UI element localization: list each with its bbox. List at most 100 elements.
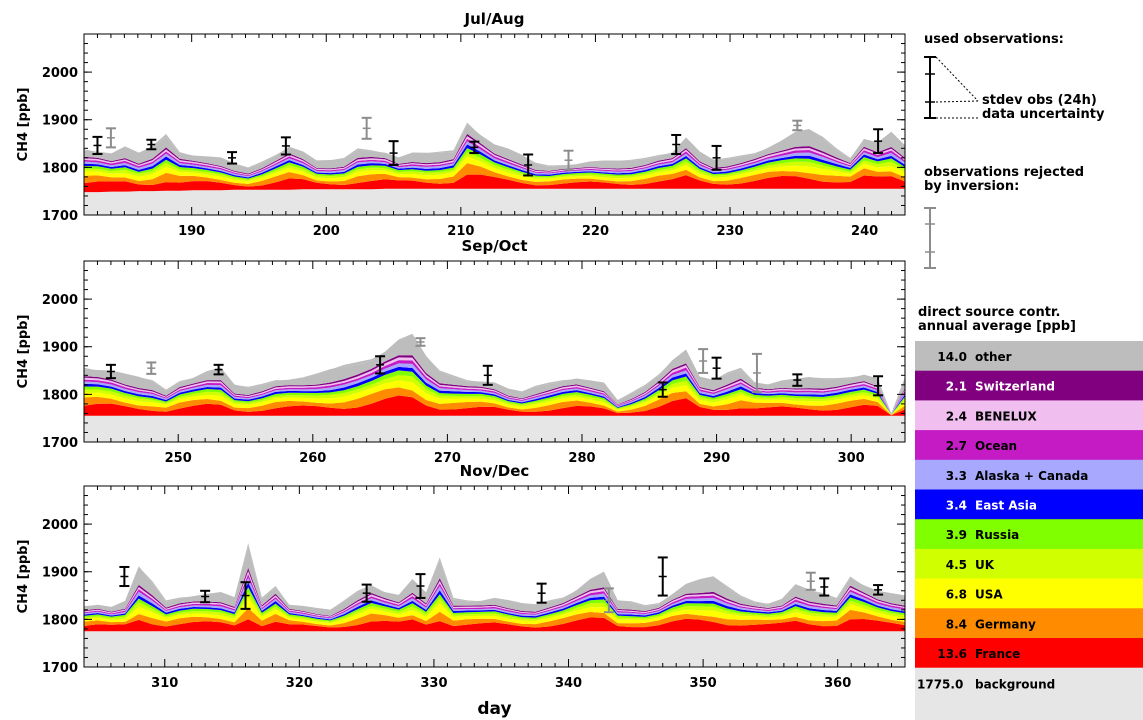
x-tick-label: 340 bbox=[555, 676, 582, 691]
x-tick-label: 200 bbox=[313, 224, 340, 239]
legend-row-name: Ocean bbox=[975, 439, 1017, 453]
legend-rejected-errorbar-sample bbox=[924, 207, 936, 269]
panel-title: Jul/Aug bbox=[464, 10, 525, 28]
obs-used-1 bbox=[200, 589, 211, 604]
legend: used observations: stdev obs (24h) data … bbox=[915, 32, 1143, 720]
y-tick-label: 1800 bbox=[42, 161, 78, 176]
x-tick-label: 280 bbox=[568, 451, 595, 466]
x-tick-label: 320 bbox=[286, 676, 313, 691]
legend-row-france: 13.6 France bbox=[915, 638, 1143, 669]
legend-row-name: Alaska + Canada bbox=[975, 469, 1088, 483]
plot-frame bbox=[83, 485, 906, 668]
area-background bbox=[84, 415, 905, 442]
obs-used-6 bbox=[523, 153, 534, 177]
legend-row-value: 3.9 bbox=[946, 528, 967, 542]
area-alaska-canada bbox=[84, 141, 905, 178]
legend-row-name: Switzerland bbox=[975, 380, 1055, 394]
obs-rejected-1 bbox=[415, 337, 426, 347]
obs-rejected-0 bbox=[603, 587, 614, 614]
x-tick-label: 220 bbox=[582, 224, 609, 239]
obs-used-6 bbox=[792, 373, 803, 387]
y-tick-label: 1900 bbox=[42, 566, 78, 581]
x-tick-label: 250 bbox=[165, 451, 192, 466]
obs-rejected-0 bbox=[105, 127, 116, 149]
y-tick-label: 1700 bbox=[42, 209, 78, 224]
legend-row-east-asia: 3.4 East Asia bbox=[915, 489, 1143, 520]
legend-row-name: Germany bbox=[975, 617, 1036, 631]
obs-used-5 bbox=[536, 582, 547, 604]
area-switzerland bbox=[84, 133, 905, 175]
y-tick-label: 2000 bbox=[42, 293, 78, 308]
legend-row-value: 8.4 bbox=[946, 617, 967, 631]
area-france bbox=[84, 174, 905, 193]
y-tick-label: 1900 bbox=[42, 341, 78, 356]
panel-title: Sep/Oct bbox=[461, 237, 527, 255]
legend-contrib-title-2: annual average [ppb] bbox=[918, 319, 1076, 334]
area-other bbox=[84, 333, 905, 414]
y-tick-label: 1900 bbox=[42, 114, 78, 129]
legend-row-value: 6.8 bbox=[946, 588, 967, 602]
legend-row-uk: 4.5 UK bbox=[915, 548, 1143, 580]
area-other bbox=[84, 546, 905, 616]
obs-used-4 bbox=[657, 381, 668, 398]
legend-contrib-title-1: direct source contr. bbox=[918, 305, 1060, 320]
x-tick-label: 260 bbox=[299, 451, 326, 466]
legend-row-switzerland: 2.1 Switzerland bbox=[915, 370, 1143, 401]
obs-used-5 bbox=[711, 356, 722, 380]
x-tick-label: 230 bbox=[716, 224, 743, 239]
area-background bbox=[84, 631, 905, 667]
area-usa bbox=[84, 380, 905, 416]
area-east-asia bbox=[84, 144, 905, 179]
panel-0: 1700 1800 1900 2000 190 200 210 220 230 240 Jul/Au… bbox=[16, 10, 906, 239]
obs-used-2 bbox=[375, 355, 386, 375]
obs-used-5 bbox=[469, 140, 480, 155]
obs-used-0 bbox=[92, 135, 103, 156]
x-tick-label: 290 bbox=[703, 451, 730, 466]
area-other bbox=[84, 124, 905, 174]
legend-row-name: East Asia bbox=[975, 499, 1037, 513]
x-axis-label: day bbox=[477, 699, 511, 719]
area-background bbox=[84, 188, 905, 215]
obs-used-9 bbox=[873, 128, 884, 155]
legend-row-name: USA bbox=[975, 588, 1003, 602]
area-uk bbox=[84, 152, 905, 182]
y-tick-label: 1700 bbox=[42, 661, 78, 676]
obs-used-8 bbox=[711, 144, 722, 171]
legend-stdev-label: stdev obs (24h) bbox=[982, 93, 1097, 108]
y-tick-label: 2000 bbox=[42, 66, 78, 81]
legend-row-value: 14.0 bbox=[937, 350, 967, 364]
obs-rejected-2 bbox=[698, 348, 709, 374]
legend-rejected-title-2: by inversion: bbox=[924, 179, 1019, 194]
obs-used-4 bbox=[415, 573, 426, 599]
legend-rows: 14.0 other 2.1 Switzerland 2.4 BENELUX 2.7 Ocea… bbox=[915, 341, 1143, 720]
obs-used-3 bbox=[482, 364, 493, 386]
obs-rejected-1 bbox=[805, 571, 816, 591]
legend-row-value: 13.6 bbox=[937, 647, 967, 661]
legend-row-name: BENELUX bbox=[975, 409, 1038, 423]
x-tick-label: 270 bbox=[434, 451, 461, 466]
legend-row-name: background bbox=[975, 678, 1055, 692]
x-tick-label: 240 bbox=[851, 224, 878, 239]
obs-used-3 bbox=[361, 583, 372, 603]
y-axis-label: CH4 [ppb] bbox=[16, 315, 31, 389]
legend-row-value: 3.3 bbox=[946, 469, 967, 483]
area-uk bbox=[84, 375, 905, 415]
legend-row-germany: 8.4 Germany bbox=[915, 608, 1143, 639]
area-germany bbox=[84, 387, 905, 416]
legend-uncert-label: data uncertainty bbox=[982, 107, 1105, 122]
obs-used-0 bbox=[119, 565, 130, 588]
legend-row-name: Russia bbox=[975, 528, 1019, 542]
legend-row-value: 2.4 bbox=[946, 409, 967, 423]
legend-row-alaska-canada: 3.3 Alaska + Canada bbox=[915, 459, 1143, 490]
obs-used-1 bbox=[146, 138, 157, 151]
y-axis-label: CH4 [ppb] bbox=[16, 540, 31, 614]
obs-rejected-3 bbox=[751, 352, 762, 393]
obs-used-1 bbox=[213, 363, 224, 376]
area-usa bbox=[84, 597, 905, 626]
obs-used-2 bbox=[240, 581, 251, 610]
obs-used-8 bbox=[873, 584, 884, 596]
legend-row-value: 4.5 bbox=[946, 558, 967, 572]
obs-used-2 bbox=[227, 151, 238, 165]
obs-used-4 bbox=[388, 140, 399, 166]
